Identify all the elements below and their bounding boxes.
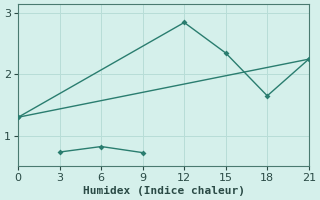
X-axis label: Humidex (Indice chaleur): Humidex (Indice chaleur) (83, 186, 244, 196)
